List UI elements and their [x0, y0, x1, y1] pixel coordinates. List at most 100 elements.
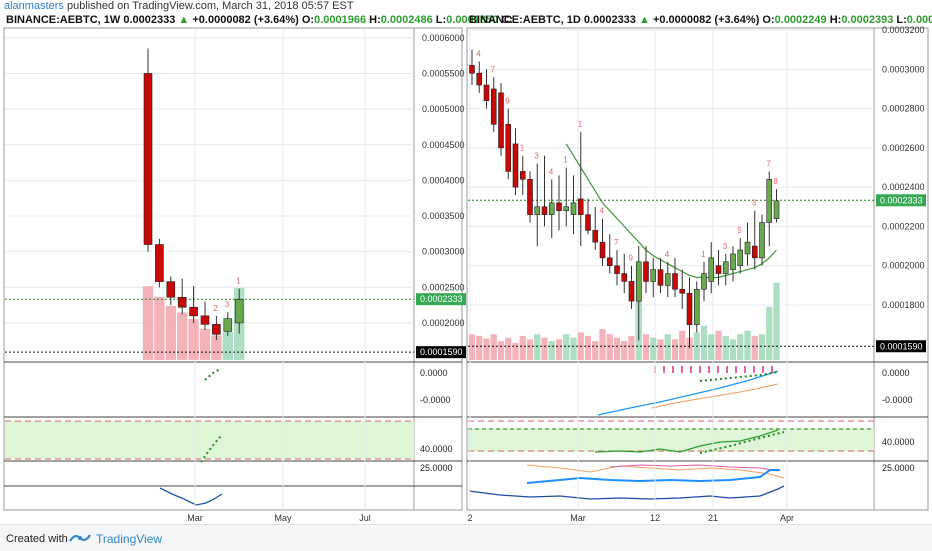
left-high: 0.0002486 — [381, 14, 433, 26]
right-x-tick: 21 — [708, 513, 718, 523]
right-count-label: 1 — [578, 120, 583, 129]
right-volume-bar — [555, 339, 563, 360]
right-volume-bar — [773, 282, 780, 360]
right-symbol: BINANCE:AEBTC — [469, 14, 561, 26]
right-count-label: 7 — [491, 65, 496, 74]
left-adx-tick: 25.0000 — [420, 463, 453, 473]
right-osc-tick-0: 0.0000 — [882, 368, 910, 378]
right-last-price-text: 0.0002333 — [880, 195, 923, 205]
right-x-tick: 12 — [650, 513, 660, 523]
publisher-line: alanmasters published on TradingView.com… — [4, 0, 354, 14]
right-candle-body — [708, 257, 715, 282]
right-candle-body — [490, 88, 497, 125]
right-low-badge — [876, 340, 926, 353]
left-volume-bar — [211, 335, 222, 360]
right-candle-body — [664, 273, 671, 286]
right-volume-bar — [700, 325, 708, 360]
right-candle-body — [541, 206, 548, 215]
left-y-tick: 0.0002000 — [422, 318, 465, 328]
right-volume-bar — [505, 337, 512, 360]
right-volume-bar — [686, 337, 693, 360]
right-volume-bar — [679, 330, 686, 360]
left-count-label: 1 — [236, 277, 241, 286]
right-volume-bar — [541, 337, 548, 360]
right-x-tick: Mar — [570, 513, 586, 523]
right-volume-bar — [708, 334, 715, 360]
left-candle-body — [143, 73, 153, 245]
left-candle-body — [166, 281, 176, 298]
right-candle-body — [599, 241, 606, 259]
right-high: 0.0002393 — [841, 14, 893, 26]
right-volume-bar — [671, 339, 679, 360]
left-count-label: 2 — [213, 304, 218, 313]
right-count-label: 7 — [766, 159, 771, 168]
right-count-label: 9 — [629, 254, 634, 263]
right-candle-body — [614, 265, 620, 274]
right-candle-body — [628, 281, 635, 302]
left-candle-body — [200, 315, 210, 325]
right-rsi-band — [468, 428, 874, 452]
right-volume-bar — [512, 342, 519, 360]
right-volume-bar — [744, 330, 751, 360]
right-candle-body — [548, 202, 555, 215]
left-low: 0.0001850 — [446, 14, 498, 26]
right-volume-bar — [657, 339, 664, 360]
right-candle-body — [512, 143, 519, 188]
left-last-price-text: 0.0002333 — [420, 294, 463, 304]
right-volume-bar — [526, 339, 534, 360]
left-candle-body — [212, 324, 221, 335]
right-candle-body — [505, 123, 512, 172]
left-chart: BINANCE:AEBTC, 1W 0.0002333 ▲ +0.0000082… — [3, 14, 513, 523]
left-low-badge — [416, 346, 466, 359]
right-count-label: 8 — [774, 177, 779, 186]
left-rsi-tick: 40.0000 — [420, 444, 453, 454]
right-osc-green-dots — [699, 371, 779, 382]
tradingview-logo-icon[interactable] — [69, 531, 91, 545]
left-candle-body — [189, 306, 198, 317]
right-volume-bar — [766, 306, 773, 360]
right-y-tick: 0.0002200 — [882, 221, 925, 231]
left-symbol: BINANCE:AEBTC — [6, 14, 98, 26]
right-candle-body — [701, 273, 707, 290]
author-link[interactable]: alanmasters — [4, 0, 64, 12]
right-last-price-badge — [876, 194, 926, 207]
right-candle-body — [643, 261, 649, 282]
right-candle-body — [498, 92, 504, 149]
right-candle-body — [534, 206, 541, 215]
right-candle-body — [606, 257, 613, 267]
left-volume-bar — [188, 319, 199, 360]
left-close-label: C: — [501, 14, 513, 26]
tradingview-brand-link[interactable]: TradingView — [96, 532, 163, 546]
right-adx-line — [468, 485, 785, 500]
right-osc-blue — [597, 370, 779, 416]
right-candle-body — [577, 198, 584, 215]
right-volume-bar — [497, 341, 505, 360]
right-volume-bar — [483, 338, 490, 360]
left-y-tick: 0.0006000 — [422, 33, 465, 43]
right-dmi-orange — [526, 464, 785, 479]
right-dmi-pink — [609, 464, 779, 472]
right-volume-bar — [737, 334, 744, 360]
left-dmi-line — [159, 487, 223, 506]
left-rsi-line — [200, 435, 222, 463]
right-adx-tick: 25.0000 — [882, 463, 915, 473]
footer-bar: Created with TradingView — [0, 524, 932, 551]
left-osc-tick-0: 0.0000 — [420, 368, 448, 378]
right-candle-body — [766, 178, 773, 223]
right-x-tick: Apr — [780, 513, 794, 523]
right-volume-bar — [468, 334, 476, 360]
right-count-label: 1 — [520, 144, 525, 153]
right-volume-bar — [613, 337, 621, 360]
right-candle-body — [715, 265, 722, 274]
right-moving-average — [565, 143, 777, 279]
right-volume-bar — [592, 341, 599, 360]
right-volume-bar — [729, 339, 737, 360]
left-y-tick: 0.0004000 — [422, 175, 465, 185]
left-change: +0.0000082 (+3.64%) — [192, 14, 299, 26]
right-count-label: 3 — [534, 152, 539, 161]
left-low-text: 0.0001590 — [420, 347, 463, 357]
right-price-pane: 0.0003200 0.0003000 0.0002800 0.0002600 0.00… — [468, 25, 926, 510]
right-volume-bar — [563, 334, 570, 360]
left-y-tick: 0.0005500 — [422, 68, 465, 78]
right-low-text: 0.0001590 — [880, 341, 923, 351]
